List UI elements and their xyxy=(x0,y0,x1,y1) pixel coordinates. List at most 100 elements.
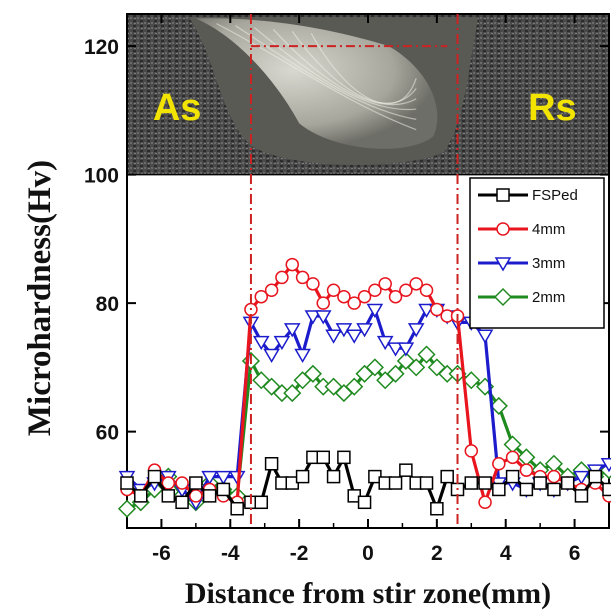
data-point xyxy=(294,348,311,364)
data-point xyxy=(600,458,611,473)
data-point xyxy=(283,384,302,403)
legend-marker xyxy=(494,257,512,272)
data-point xyxy=(386,364,405,383)
data-point xyxy=(440,469,454,484)
data-point xyxy=(533,476,547,490)
data-point xyxy=(418,303,435,319)
data-point xyxy=(264,457,279,471)
data-point xyxy=(347,296,361,310)
data-point xyxy=(134,489,148,503)
legend-marker xyxy=(493,287,513,307)
data-point xyxy=(419,283,434,298)
data-point xyxy=(519,482,534,497)
onion-ring-line xyxy=(253,27,417,111)
data-point xyxy=(230,501,244,516)
data-point xyxy=(295,270,310,285)
data-point xyxy=(325,329,342,344)
data-point xyxy=(285,257,300,272)
data-point xyxy=(430,501,444,516)
data-point xyxy=(202,489,217,503)
data-point xyxy=(464,476,479,490)
data-point xyxy=(216,482,231,497)
data-point xyxy=(602,482,611,497)
legend-marker xyxy=(496,188,510,202)
data-point xyxy=(588,469,602,484)
data-point xyxy=(306,277,320,291)
legend-label: FSPed xyxy=(532,187,578,204)
data-point xyxy=(263,348,280,364)
data-point xyxy=(573,470,590,486)
x-tick-label: 0 xyxy=(362,542,374,565)
data-point xyxy=(417,345,436,364)
data-point xyxy=(387,342,404,357)
data-point xyxy=(201,470,218,486)
data-point xyxy=(147,469,162,484)
data-point xyxy=(175,495,189,510)
y-tick-label: 100 xyxy=(84,165,119,188)
data-point xyxy=(399,283,413,298)
data-point xyxy=(264,283,279,298)
data-point xyxy=(275,270,289,285)
axes: -6 -4 -2 0 2 4 6 60 80 100 120 xyxy=(84,13,610,565)
data-point xyxy=(357,495,372,510)
data-point xyxy=(476,329,494,344)
data-point xyxy=(175,476,189,490)
legend: FSPed 4mm 3mm 2mm xyxy=(469,177,605,329)
data-point xyxy=(357,289,372,304)
legend-box xyxy=(469,177,605,329)
data-point xyxy=(492,482,506,497)
data-point xyxy=(161,476,176,490)
data-point xyxy=(407,323,425,338)
legend-marker xyxy=(496,222,510,236)
data-point xyxy=(117,499,137,518)
data-point xyxy=(215,470,232,486)
series-fsped xyxy=(120,450,611,516)
data-point xyxy=(161,489,176,503)
legend-label: 3mm xyxy=(532,255,565,272)
data-point xyxy=(314,310,332,325)
data-point xyxy=(419,476,434,490)
data-point xyxy=(366,303,384,319)
data-point xyxy=(478,476,492,490)
x-tick-label: -6 xyxy=(152,542,171,565)
data-point xyxy=(505,450,520,465)
x-tick-label: -4 xyxy=(221,542,240,565)
data-point xyxy=(464,444,479,458)
inset-label-as: As xyxy=(153,87,202,129)
data-point xyxy=(254,289,269,304)
onion-ring-line xyxy=(310,32,417,105)
data-point xyxy=(120,476,134,490)
data-point xyxy=(519,463,534,477)
data-point xyxy=(254,495,269,510)
data-point xyxy=(397,342,415,357)
data-point xyxy=(345,329,363,344)
y-tick-label: 80 xyxy=(96,293,119,316)
x-axis-title: Distance from stir zone(mm) xyxy=(185,577,551,610)
x-tick-label: 2 xyxy=(431,542,443,565)
data-point xyxy=(388,476,403,490)
data-point xyxy=(189,489,203,503)
data-point xyxy=(365,358,384,377)
weld-macrograph-inset: As Rs xyxy=(127,14,609,175)
data-point xyxy=(345,377,364,396)
data-point xyxy=(356,323,373,338)
y-tick-label: 120 xyxy=(84,36,119,59)
data-point xyxy=(368,283,382,298)
data-point xyxy=(574,489,589,503)
x-tick-label: -2 xyxy=(290,542,309,565)
data-point xyxy=(478,495,492,510)
data-point xyxy=(273,335,291,351)
data-point xyxy=(303,364,322,383)
data-point xyxy=(304,310,322,325)
data-point xyxy=(492,457,506,471)
data-point xyxy=(462,371,481,390)
x-tick-label: 6 xyxy=(569,542,581,565)
data-point xyxy=(409,277,423,291)
onion-ring-line xyxy=(272,29,417,106)
data-point xyxy=(295,469,310,484)
inset-label-rs: Rs xyxy=(528,87,577,129)
boundary-lines xyxy=(249,14,459,528)
data-point xyxy=(388,289,403,304)
data-point xyxy=(326,469,341,484)
